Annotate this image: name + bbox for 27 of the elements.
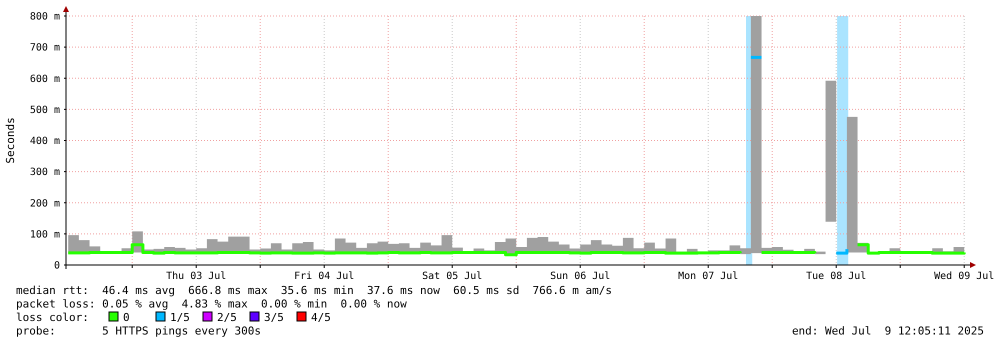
text: packet loss: 0.05 % avg 4.83 % max 0.00 % min 0.00 % now bbox=[16, 298, 408, 310]
x-tick-label: Thu 03 Jul bbox=[166, 271, 226, 282]
y-tick-label: 300 m bbox=[30, 167, 60, 178]
y-tick-label: 200 m bbox=[30, 198, 60, 210]
text: end: Wed Jul 9 12:05:11 2025 bbox=[792, 324, 984, 338]
x-tick-label: Mon 07 Jul bbox=[678, 271, 738, 282]
y-axis-title: Seconds bbox=[4, 117, 17, 164]
legend-label: 0 bbox=[123, 311, 130, 324]
y-tick-label: 800 m bbox=[30, 12, 60, 22]
legend-label: 1/5 bbox=[170, 311, 190, 324]
x-tick-label: Sun 06 Jul bbox=[550, 271, 610, 282]
x-tick-label: Tue 08 Jul bbox=[806, 271, 866, 282]
y-tick-label: 0 bbox=[54, 260, 60, 272]
y-tick-label: 400 m bbox=[30, 136, 60, 147]
y-tick-label: 100 m bbox=[30, 229, 60, 240]
legend-label: 3/5 bbox=[264, 311, 284, 324]
x-tick-label: Wed 09 Jul bbox=[934, 271, 994, 282]
legend-label: 2/5 bbox=[217, 311, 237, 324]
legend-title: loss color: bbox=[16, 311, 89, 324]
text: median rtt: 46.4 ms avg 666.8 ms max 35.6 ms min 37.6 ms now 60.5 ms sd 766.6 m am/s bbox=[16, 284, 612, 297]
x-tick-label: Fri 04 Jul bbox=[294, 271, 354, 282]
y-tick-label: 600 m bbox=[30, 74, 60, 85]
text: probe: 5 HTTPS pings every 300s bbox=[16, 324, 262, 338]
x-tick-label: Sat 05 Jul bbox=[422, 271, 482, 282]
y-tick-label: 500 m bbox=[30, 104, 60, 116]
y-tick-label: 700 m bbox=[30, 42, 60, 54]
legend-label: 4/5 bbox=[311, 311, 331, 324]
